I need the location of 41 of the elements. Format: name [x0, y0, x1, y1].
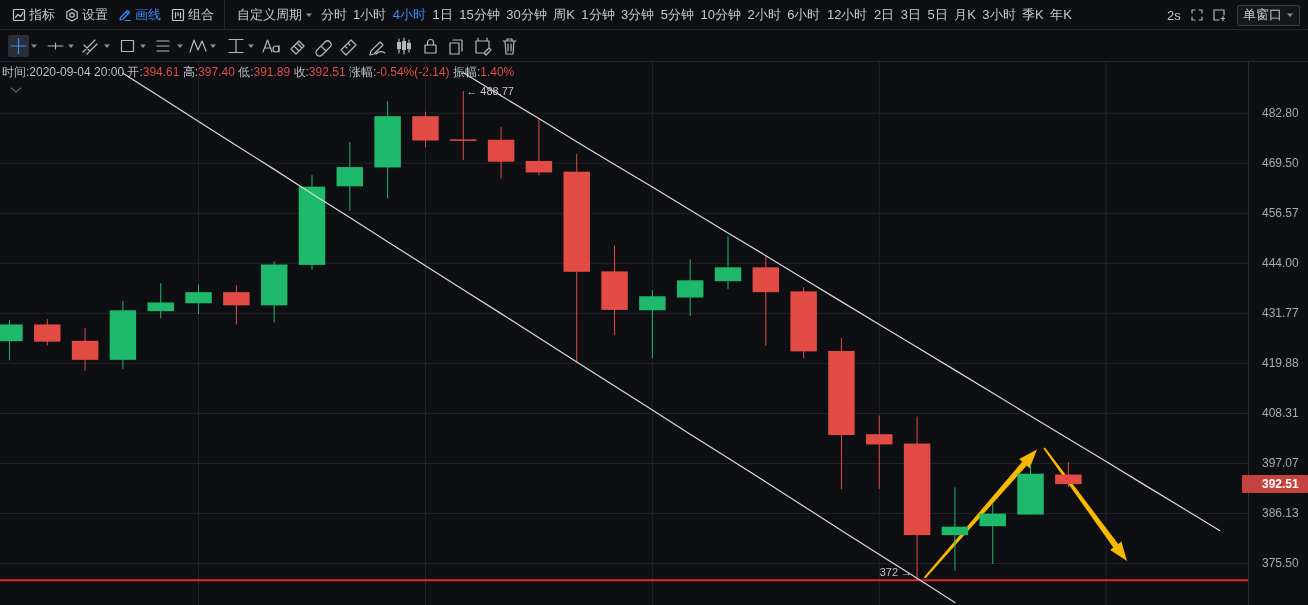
text: 季K — [1022, 5, 1044, 24]
text: 自定义周期 — [237, 5, 302, 24]
text: 1小时 — [353, 5, 387, 24]
text: 1日 — [432, 5, 453, 24]
text: 画线 — [135, 5, 161, 24]
text: 设置 — [82, 5, 108, 24]
text: 2s — [1167, 7, 1181, 23]
text: 2小时 — [747, 5, 781, 24]
y-tick-label: 375.50 — [1262, 556, 1300, 571]
text: 组合 — [188, 5, 214, 24]
text: 3日 — [900, 5, 921, 24]
text: 月K — [954, 5, 976, 24]
y-tick-label: 386.13 — [1262, 506, 1300, 521]
text: 4小时 — [392, 5, 426, 24]
text: 分时 — [320, 5, 347, 24]
text: 1分钟 — [581, 5, 615, 24]
y-tick-label: 408.31 — [1262, 406, 1300, 421]
text: 15分钟 — [459, 5, 500, 24]
y-tick-label: 456.57 — [1262, 206, 1300, 221]
y-tick-label: 482.80 — [1262, 106, 1300, 121]
text: 392.51 — [1262, 477, 1300, 492]
text: 3分钟 — [621, 5, 655, 24]
text: 12小时 — [826, 5, 868, 24]
y-tick-label: 419.88 — [1262, 356, 1300, 371]
chart-subtitle: 时间:2020-09-04 20:00 开:394.61 高:397.40 低:391.89 收:392.51 涨幅:-0.54%(-2.14) 振幅:1.40% — [2, 63, 515, 81]
text: 10分钟 — [700, 5, 741, 24]
text: 指标 — [29, 5, 55, 24]
text: 周K — [553, 5, 575, 24]
y-tick-label: 397.07 — [1262, 456, 1300, 471]
annotation: 372 → — [879, 566, 913, 579]
text: 2日 — [873, 5, 895, 24]
y-tick-label: 431.77 — [1262, 306, 1300, 321]
text: 5日 — [927, 5, 948, 24]
text: 年K — [1050, 5, 1072, 24]
text: 3小时 — [982, 5, 1016, 24]
text: 30分钟 — [506, 5, 547, 24]
text: 6小时 — [787, 5, 821, 24]
window-mode-dropdown-button: 单窗口 — [1236, 4, 1300, 26]
y-tick-label: 444.00 — [1262, 256, 1300, 271]
y-tick-label: 469.50 — [1262, 156, 1300, 171]
text: 5分钟 — [660, 5, 695, 24]
